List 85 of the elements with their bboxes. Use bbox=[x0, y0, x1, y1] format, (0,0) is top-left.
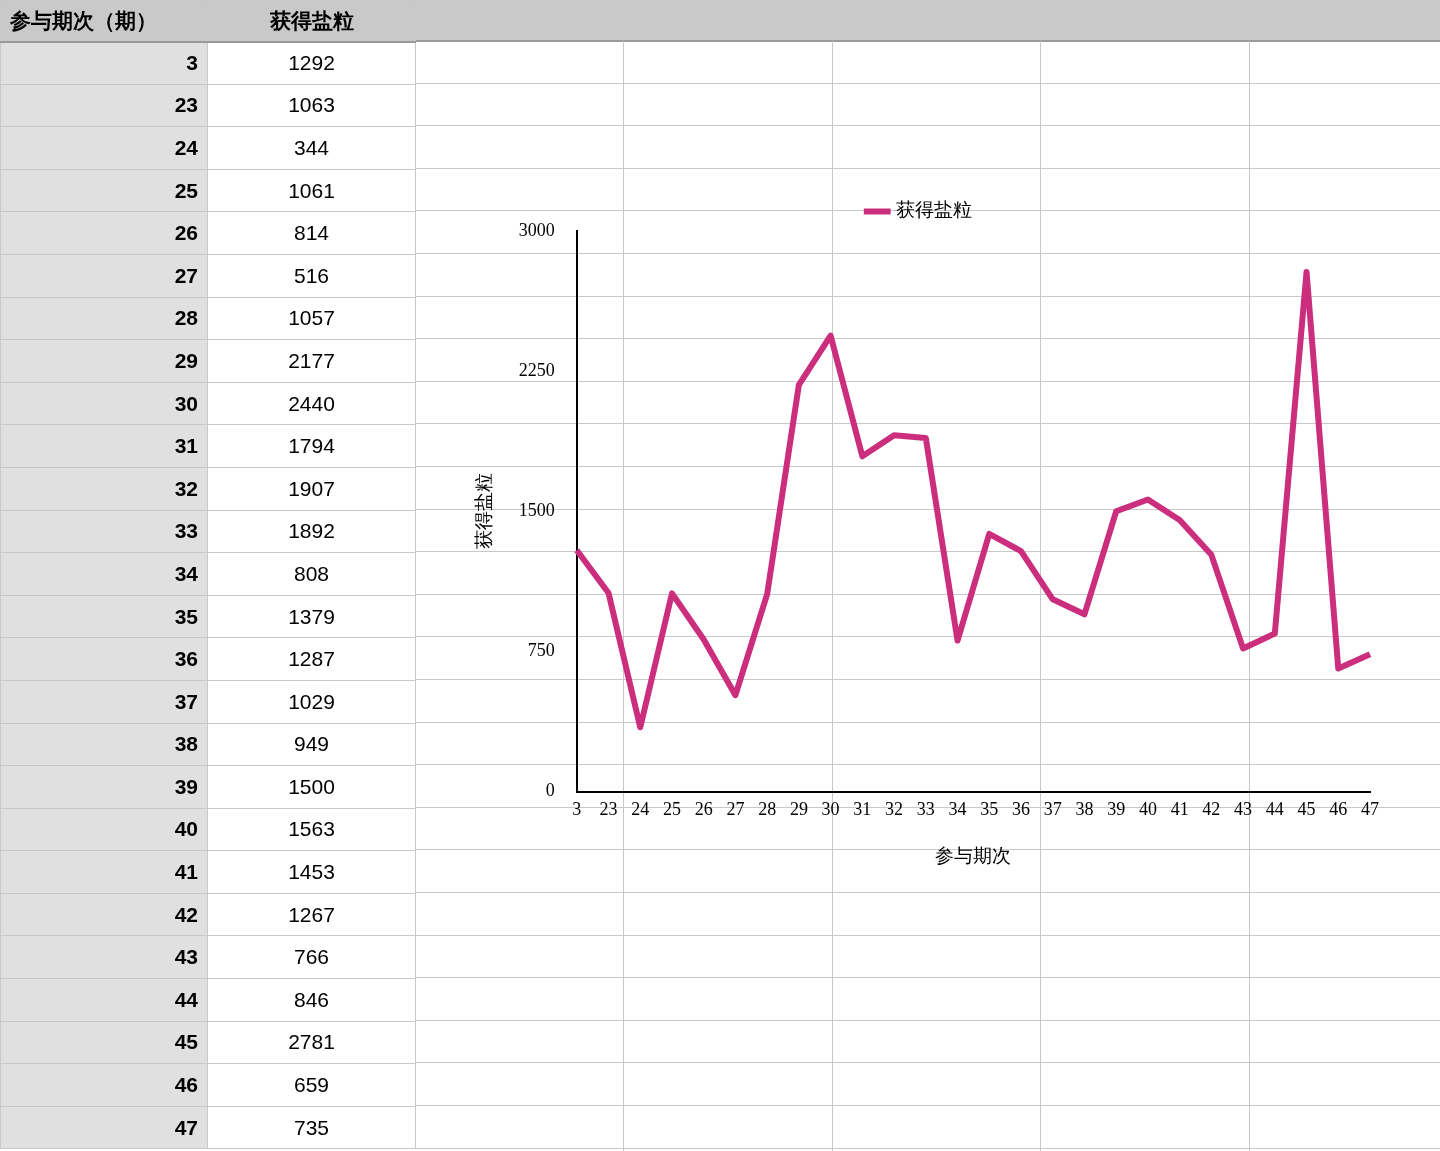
x-tick-label: 41 bbox=[1170, 799, 1189, 820]
y-tick-label: 2250 bbox=[518, 359, 555, 380]
y-tick-label: 32 bbox=[0, 467, 208, 511]
data-label: 735 bbox=[207, 1106, 416, 1149]
data-label: 1029 bbox=[207, 680, 416, 723]
data-label: 808 bbox=[207, 552, 416, 596]
y-tick-label: 44 bbox=[0, 978, 208, 1022]
x-tick-label: 35 bbox=[980, 799, 999, 820]
data-label: 1500 bbox=[207, 765, 416, 809]
data-label: 1379 bbox=[207, 595, 416, 638]
y-tick-label: 37 bbox=[0, 680, 208, 723]
data-label: 659 bbox=[207, 1063, 416, 1107]
y-tick-label: 3 bbox=[0, 41, 208, 85]
x-tick-label: 3 bbox=[572, 799, 582, 820]
x-tick-label: 31 bbox=[853, 799, 872, 820]
y-tick-label: 47 bbox=[0, 1106, 208, 1149]
y-tick-label: 36 bbox=[0, 637, 208, 681]
y-tick-label: 750 bbox=[527, 640, 555, 661]
data-label: 1563 bbox=[207, 808, 416, 851]
data-label: 814 bbox=[207, 211, 416, 255]
y-tick-label: 34 bbox=[0, 552, 208, 596]
data-label: 1794 bbox=[207, 424, 416, 468]
x-tick-label: 33 bbox=[916, 799, 935, 820]
y-tick-label: 31 bbox=[0, 424, 208, 468]
x-tick-label: 47 bbox=[1361, 799, 1379, 820]
data-label: 1267 bbox=[207, 893, 416, 936]
data-label: 1892 bbox=[207, 510, 416, 553]
data-label: 1057 bbox=[207, 297, 416, 340]
x-tick-label: 29 bbox=[789, 799, 808, 820]
y-tick-label: 42 bbox=[0, 893, 208, 936]
data-label: 1061 bbox=[207, 169, 416, 212]
x-tick-label: 23 bbox=[599, 799, 618, 820]
x-tick-label: 37 bbox=[1043, 799, 1062, 820]
y-tick-label: 1500 bbox=[518, 500, 555, 521]
data-label: 1287 bbox=[207, 637, 416, 681]
data-label: 1453 bbox=[207, 850, 416, 894]
y-tick-label: 35 bbox=[0, 595, 208, 638]
y-tick-label: 27 bbox=[0, 254, 208, 298]
x-tick-label: 42 bbox=[1202, 799, 1221, 820]
data-label: 2177 bbox=[207, 339, 416, 383]
x-tick-label: 24 bbox=[631, 799, 650, 820]
x-tick-label: 25 bbox=[662, 799, 681, 820]
data-label: 516 bbox=[207, 254, 416, 298]
y-tick-label: 30 bbox=[0, 382, 208, 425]
x-tick-label: 27 bbox=[726, 799, 745, 820]
data-label: 949 bbox=[207, 723, 416, 766]
y-tick-label: 24 bbox=[0, 126, 208, 170]
x-tick-label: 40 bbox=[1138, 799, 1157, 820]
x-tick-label: 34 bbox=[948, 799, 967, 820]
x-tick-label: 28 bbox=[758, 799, 777, 820]
data-label: 344 bbox=[207, 126, 416, 170]
x-tick-label: 26 bbox=[694, 799, 713, 820]
y-tick-label: 38 bbox=[0, 723, 208, 766]
x-tick-label: 39 bbox=[1107, 799, 1126, 820]
data-label: 1292 bbox=[207, 41, 416, 85]
y-tick-label: 25 bbox=[0, 169, 208, 212]
y-tick-label: 45 bbox=[0, 1021, 208, 1064]
y-axis-title: 获得盐粒 bbox=[473, 473, 495, 550]
x-tick-label: 36 bbox=[1011, 799, 1030, 820]
x-tick-label: 43 bbox=[1234, 799, 1253, 820]
y-tick-label: 0 bbox=[545, 780, 555, 801]
y-tick-label: 28 bbox=[0, 297, 208, 340]
y-axis-title: 参与期次（期） bbox=[0, 0, 208, 42]
data-label: 766 bbox=[207, 935, 416, 979]
data-label: 2440 bbox=[207, 382, 416, 425]
y-tick-label: 43 bbox=[0, 935, 208, 979]
y-tick-label: 3000 bbox=[518, 219, 555, 240]
x-tick-label: 46 bbox=[1329, 799, 1348, 820]
data-label: 1907 bbox=[207, 467, 416, 511]
y-tick-label: 29 bbox=[0, 339, 208, 383]
x-axis-title: 参与期次 bbox=[935, 844, 1012, 866]
x-tick-label: 38 bbox=[1075, 799, 1094, 820]
x-tick-label: 45 bbox=[1297, 799, 1316, 820]
data-label: 846 bbox=[207, 978, 416, 1022]
y-tick-label: 41 bbox=[0, 850, 208, 894]
x-tick-label: 30 bbox=[821, 799, 840, 820]
y-tick-label: 23 bbox=[0, 84, 208, 127]
legend-label: 获得盐粒 bbox=[896, 199, 973, 221]
data-label: 2781 bbox=[207, 1021, 416, 1064]
y-tick-label: 46 bbox=[0, 1063, 208, 1107]
data-label: 1063 bbox=[207, 84, 416, 127]
x-tick-label: 44 bbox=[1265, 799, 1284, 820]
y-tick-label: 33 bbox=[0, 510, 208, 553]
y-tick-label: 26 bbox=[0, 211, 208, 255]
x-tick-label: 32 bbox=[885, 799, 904, 820]
